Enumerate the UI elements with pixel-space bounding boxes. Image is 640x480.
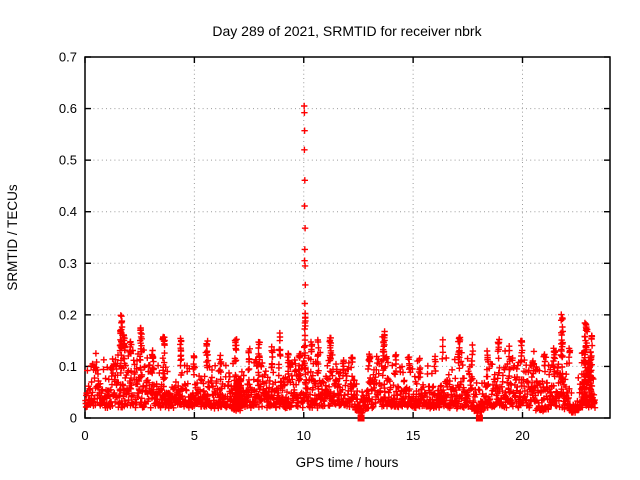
data-point-crosses: [82, 102, 599, 417]
y-tick-label: 0.1: [59, 359, 77, 374]
x-axis-label: GPS time / hours: [296, 455, 399, 470]
y-tick-label: 0.4: [59, 204, 77, 219]
chart-title: Day 289 of 2021, SRMTID for receiver nbr…: [212, 23, 482, 39]
flag-square-marker: [357, 414, 365, 422]
x-tick-label: 20: [515, 428, 529, 443]
tick-labels: 0 5 10 15 20 0 0.1 0.2 0.3 0.4 0.5 0.6 0.7: [59, 50, 530, 444]
plot-border: [84, 56, 611, 419]
y-tick-label: 0.6: [59, 101, 77, 116]
flag-square-marker: [475, 414, 483, 422]
x-tick-label: 5: [191, 428, 198, 443]
y-tick-label: 0.7: [59, 50, 77, 65]
x-tick-label: 10: [297, 428, 311, 443]
grid-lines: [85, 57, 610, 418]
scatter-points: [82, 102, 599, 417]
y-tick-label: 0.5: [59, 153, 77, 168]
y-axis-label: SRMTID / TECUs: [5, 184, 20, 291]
y-tick-label: 0.3: [59, 256, 77, 271]
y-tick-label: 0.2: [59, 307, 77, 322]
x-tick-label: 0: [81, 428, 88, 443]
x-tick-label: 15: [406, 428, 420, 443]
y-tick-label: 0: [70, 411, 77, 426]
flag-square-markers: [357, 414, 483, 422]
